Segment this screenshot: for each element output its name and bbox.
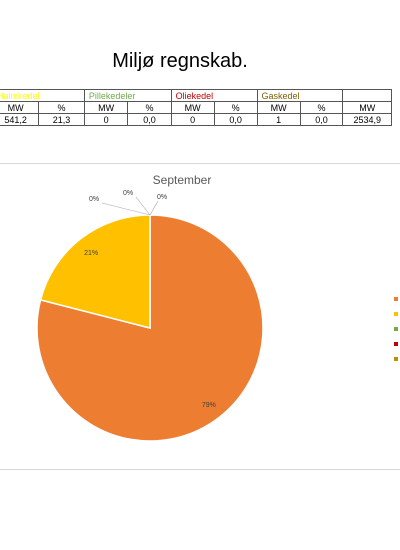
- slice-leader-line: [101, 202, 151, 216]
- chart-frame-bottom: [0, 469, 400, 470]
- value-cell: 1: [256, 113, 301, 126]
- legend-marker: [394, 297, 398, 301]
- pie-slice: [36, 214, 264, 442]
- value-row: 541,2 21,3 0 0,0 0 0,0 1 0,0 2534,9: [0, 113, 392, 126]
- value-cell: 0,0: [299, 113, 344, 126]
- summary-table: Halmkedel Pillekedeler Oliekedel Gaskede…: [0, 89, 392, 126]
- value-cell: 0,0: [127, 113, 172, 126]
- group-header-row: Halmkedel Pillekedeler Oliekedel Gaskede…: [0, 89, 392, 102]
- slice-label: 79%: [202, 402, 216, 409]
- value-cell: 541,2: [0, 113, 40, 126]
- legend-marker: [394, 342, 398, 346]
- report-title: Miljø regnskab.: [112, 50, 248, 72]
- legend-marker: [394, 357, 398, 361]
- chart-frame-top: [0, 163, 400, 164]
- slice-leader-line: [149, 200, 159, 216]
- slice-label: 0%: [157, 194, 167, 201]
- value-cell: 0: [170, 113, 215, 126]
- value-cell: 2534,9: [342, 113, 392, 126]
- legend-marker: [394, 327, 398, 331]
- chart-title: September: [153, 173, 212, 187]
- slice-label: 21%: [84, 250, 98, 257]
- value-cell: 21,3: [38, 113, 85, 126]
- pie-slice: [39, 214, 151, 329]
- slice-leader-line: [135, 196, 151, 216]
- legend-marker: [394, 312, 398, 316]
- slice-label: 0%: [123, 190, 133, 197]
- slice-label: 0%: [89, 196, 99, 203]
- value-cell: 0: [83, 113, 129, 126]
